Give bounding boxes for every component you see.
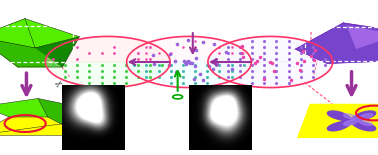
- Text: ✂: ✂: [54, 77, 66, 90]
- Polygon shape: [45, 36, 170, 62]
- Polygon shape: [0, 37, 35, 67]
- Polygon shape: [0, 99, 48, 117]
- Polygon shape: [327, 111, 376, 131]
- Polygon shape: [127, 62, 251, 88]
- Polygon shape: [346, 25, 378, 49]
- Polygon shape: [297, 104, 378, 138]
- Polygon shape: [45, 62, 170, 88]
- Polygon shape: [38, 99, 83, 135]
- Polygon shape: [208, 62, 333, 88]
- Polygon shape: [0, 19, 62, 67]
- Polygon shape: [0, 117, 83, 135]
- Polygon shape: [208, 36, 333, 62]
- Polygon shape: [295, 23, 378, 64]
- Polygon shape: [0, 19, 79, 48]
- Polygon shape: [127, 36, 251, 62]
- Polygon shape: [35, 37, 79, 67]
- Polygon shape: [344, 114, 372, 126]
